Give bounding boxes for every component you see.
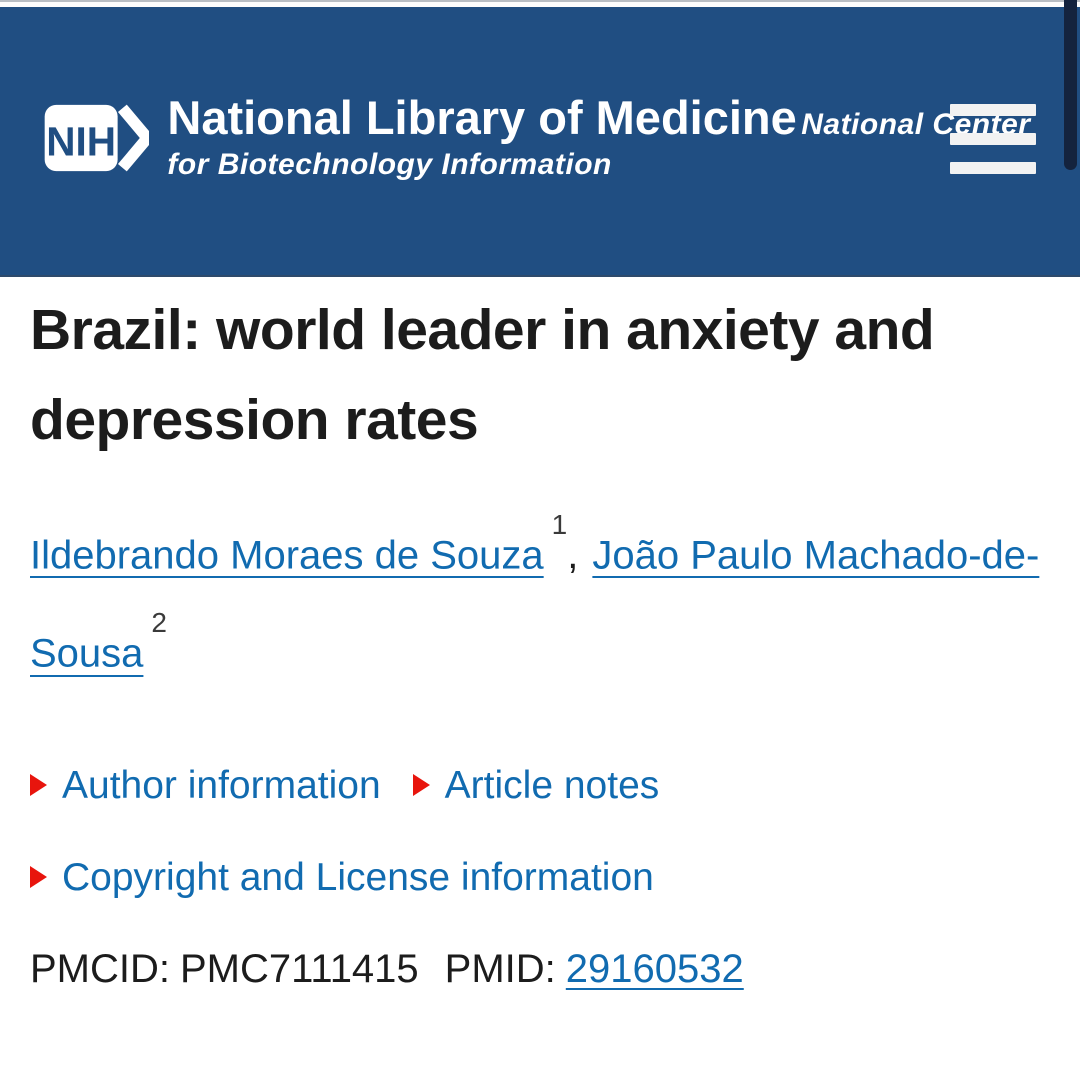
- nlm-home-link[interactable]: NIH National Library of Medicine Nationa…: [44, 89, 1080, 187]
- article-header-section: Brazil: world leader in anxiety and depr…: [0, 285, 1080, 994]
- author-2-affiliation-sup: 2: [151, 607, 167, 639]
- site-title: National Library of Medicine: [167, 91, 797, 144]
- article-meta-row-2: Copyright and License information: [30, 854, 1050, 902]
- pmid-label: PMID:: [444, 946, 556, 991]
- author-information-label: Author information: [62, 763, 381, 807]
- author-1-affiliation-sup: 1: [551, 509, 568, 540]
- nih-logo-letters: NIH: [46, 119, 116, 165]
- menu-bar: [950, 104, 1036, 116]
- article-ids: PMCID: PMC7111415 PMID: 29160532: [30, 944, 1050, 994]
- copyright-license-label: Copyright and License information: [62, 855, 654, 899]
- triangle-marker-icon: [412, 773, 430, 796]
- author-link-1[interactable]: Ildebrando Moraes de Souza: [30, 533, 544, 578]
- menu-bar: [950, 133, 1036, 145]
- menu-bar: [950, 162, 1036, 174]
- author-list: Ildebrando Moraes de Souza1, João Paulo M…: [30, 501, 1050, 698]
- nih-logo-icon: NIH: [44, 104, 150, 172]
- pmid-link[interactable]: 29160532: [565, 946, 744, 991]
- copyright-license-toggle[interactable]: Copyright and License information: [30, 854, 654, 902]
- triangle-marker-icon: [30, 865, 47, 888]
- article-notes-label: Article notes: [444, 763, 660, 807]
- article-notes-toggle[interactable]: Article notes: [412, 762, 660, 810]
- author-link-2[interactable]: João Paulo Machado-de-Sousa: [30, 533, 1040, 676]
- nlm-header: NIH National Library of Medicine Nationa…: [0, 7, 1080, 277]
- article-title-line1: Brazil: world leader in anxiety and: [30, 298, 935, 362]
- triangle-marker-icon: [30, 773, 47, 796]
- author-separator: ,: [567, 533, 579, 578]
- hamburger-menu-icon[interactable]: [950, 104, 1036, 174]
- article-title-line2: depression rates: [30, 388, 479, 452]
- article-title: Brazil: world leader in anxiety and depr…: [30, 285, 1050, 465]
- article-meta-row-1: Author information Article notes: [30, 762, 1050, 810]
- author-information-toggle[interactable]: Author information: [30, 762, 381, 810]
- nlm-wordmark: National Library of Medicine National Ce…: [167, 89, 1080, 182]
- scrollbar-thumb[interactable]: [1064, 0, 1077, 170]
- pmcid-value: PMC7111415: [180, 946, 419, 991]
- pmcid-label: PMCID:: [30, 946, 170, 991]
- window-top-margin: [0, 0, 1080, 7]
